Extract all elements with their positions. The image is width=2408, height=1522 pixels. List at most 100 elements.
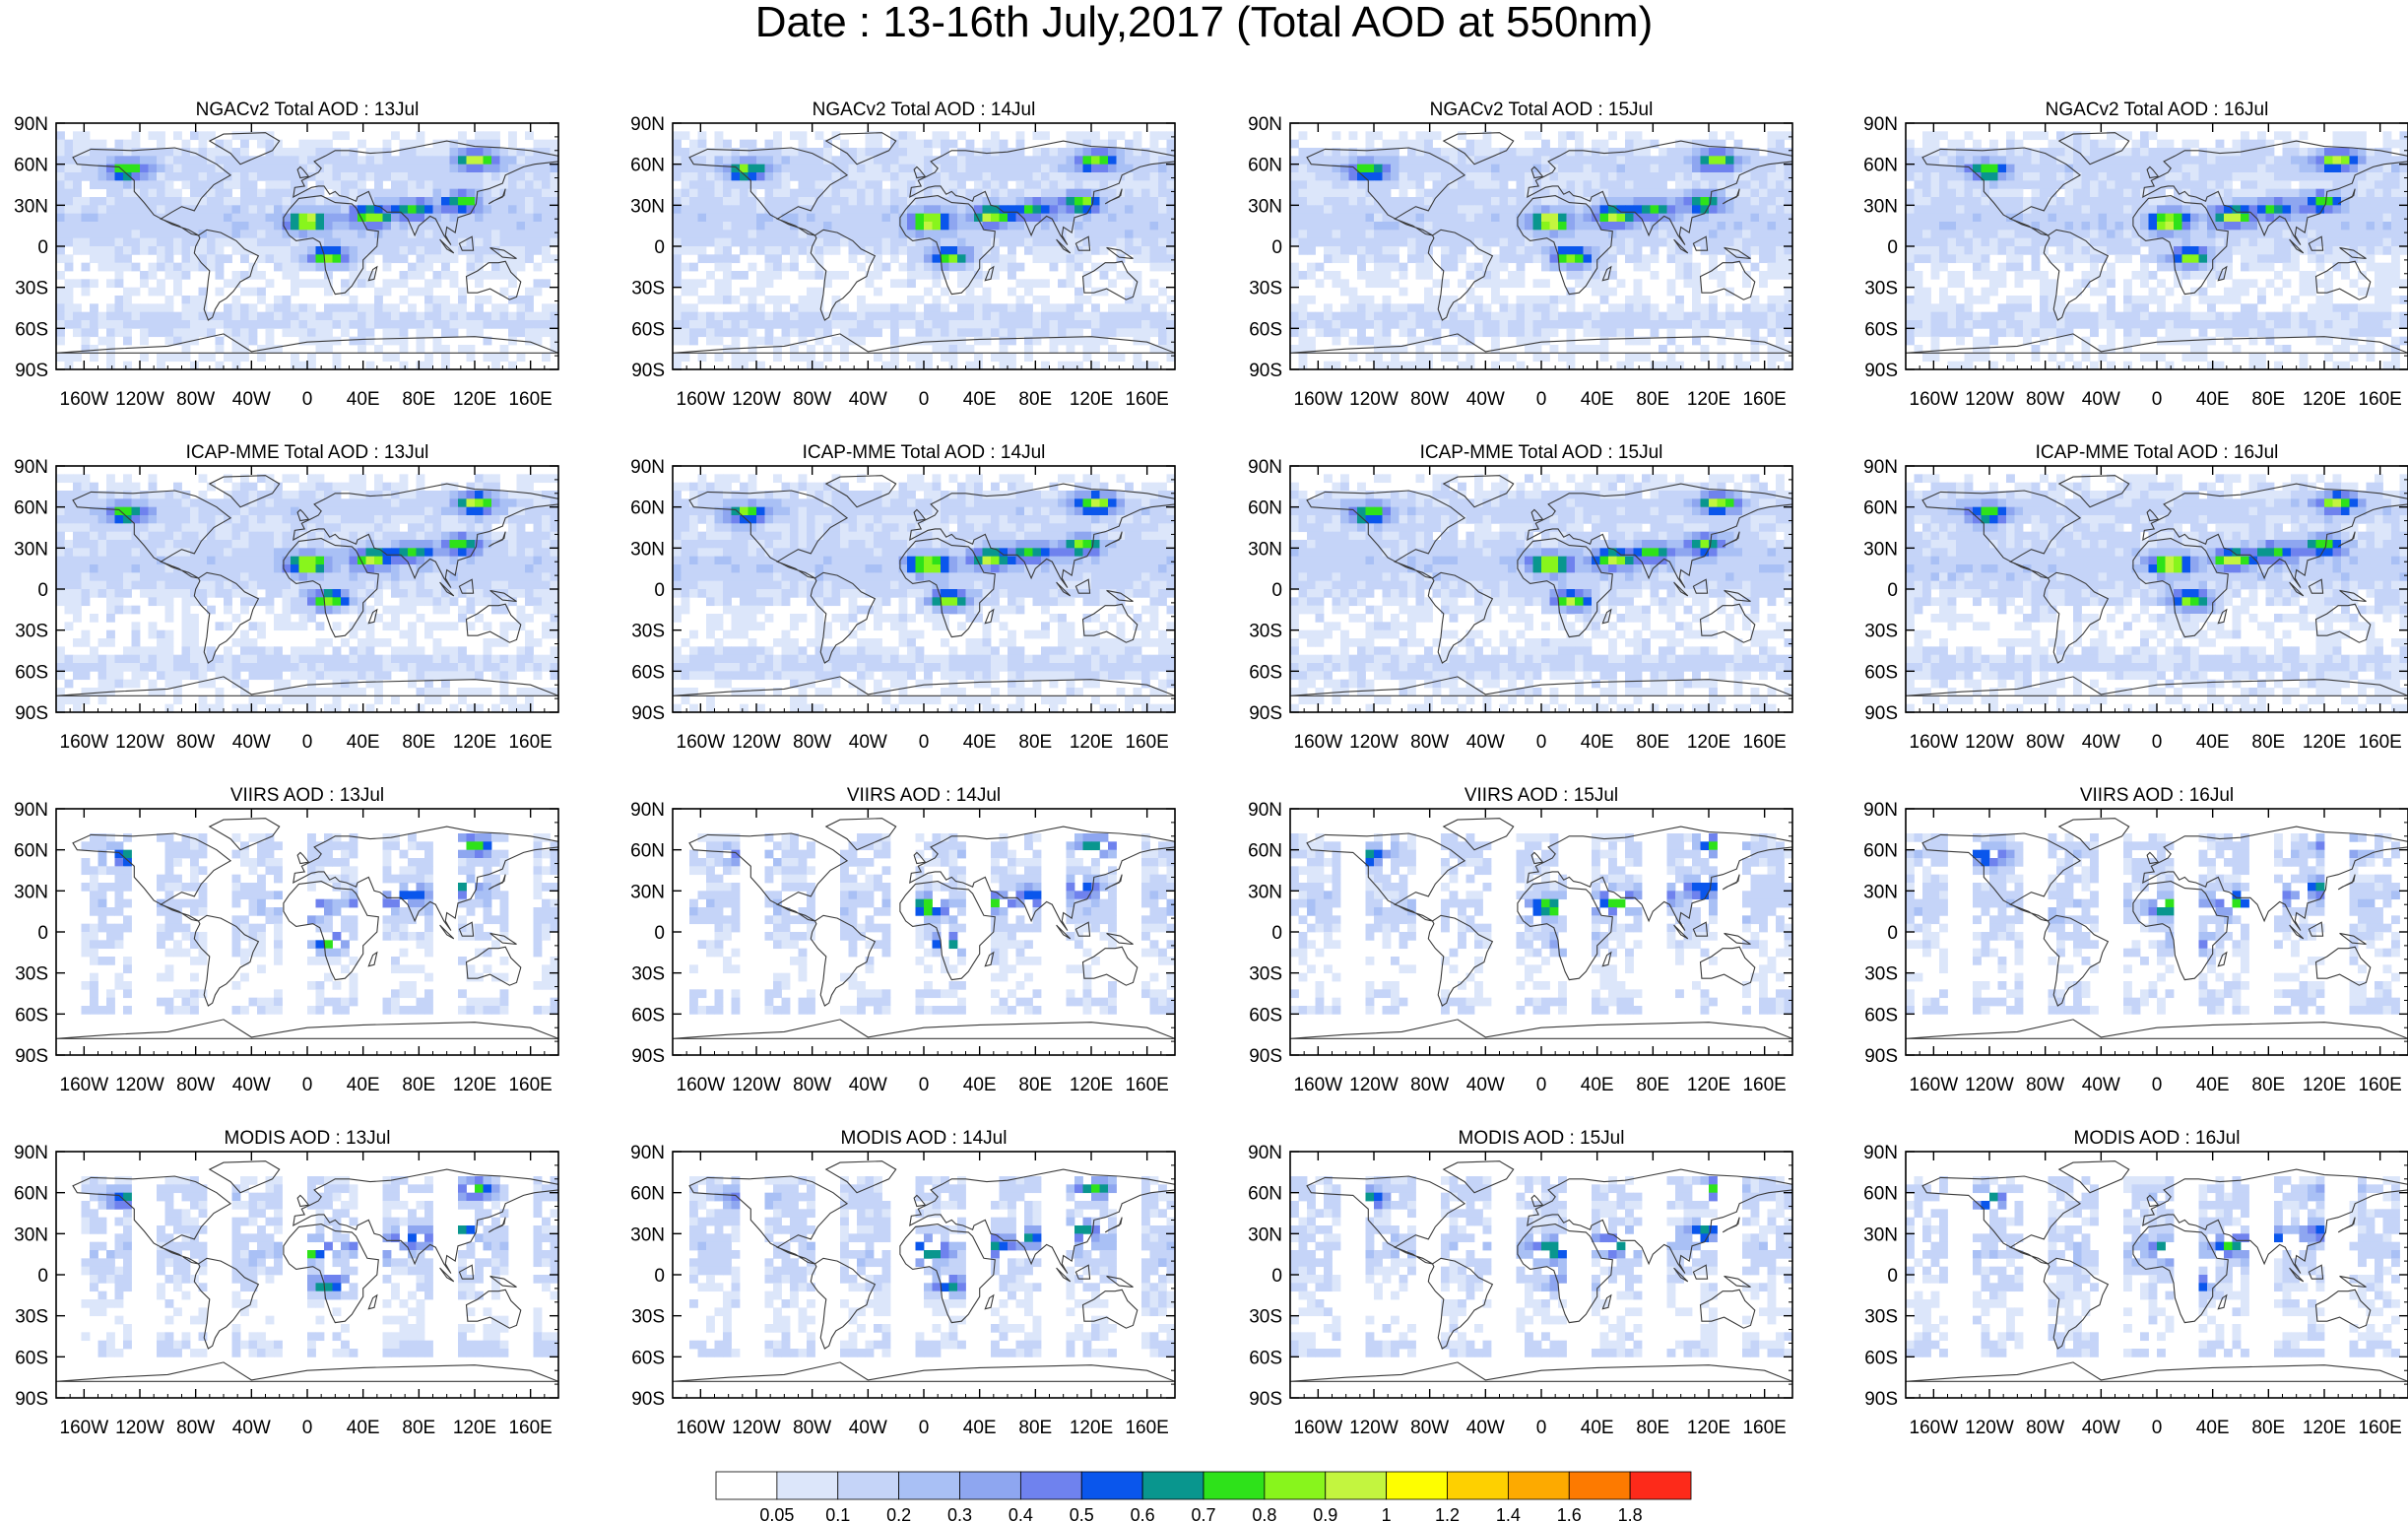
aod-cell [542,254,551,264]
aod-cell [1465,271,1475,280]
aod-cell [1066,148,1075,157]
aod-cell [764,188,774,198]
aod-cell [2064,172,2074,181]
aod-cell [1650,320,1660,329]
aod-cell [1374,246,1383,255]
aod-cell [1015,262,1025,272]
aod-cell [840,353,849,363]
aod-cell [215,139,225,149]
aod-cell [814,311,824,321]
aod-cell [449,205,459,215]
aod-cell [1784,328,1792,338]
aod-cell [1374,131,1383,141]
aod-cell [1391,311,1399,321]
aod-cell [1158,311,1167,321]
aod-cell [957,246,966,255]
aod-cell [458,148,467,157]
aod-cell [1989,156,1998,165]
aod-cell [907,311,916,321]
aod-cell [525,254,534,264]
aod-cell [1125,180,1134,190]
aod-cell [374,205,383,215]
aod-cell [1659,188,1667,198]
aod-cell [432,271,442,280]
aod-cell [1324,230,1333,239]
aod-cell [224,164,232,173]
aod-cell [2299,205,2309,215]
aod-cell [516,254,526,264]
aod-cell [697,213,707,223]
aod-cell [1608,205,1617,215]
aod-cell [1008,188,1016,198]
aod-cell [2098,205,2108,215]
aod-cell [697,254,707,264]
aod-cell [1491,320,1500,329]
aod-cell [1058,197,1067,206]
aod-cell [1666,222,1676,231]
aod-cell [2382,131,2392,141]
aod-cell [1066,254,1075,264]
aod-cell [231,296,241,304]
aod-cell [948,361,958,369]
aod-cell [706,164,715,173]
aod-cell [840,188,849,198]
aod-cell [948,205,958,215]
aod-cell [298,230,308,239]
aod-cell [1508,197,1517,206]
aod-cell [1133,246,1142,255]
aod-cell [2006,172,2015,181]
aod-cell [2224,164,2233,173]
aod-cell [764,222,774,231]
aod-cell [349,320,358,329]
aod-cell [1290,271,1299,280]
aod-cell [1549,296,1559,304]
aod-cell [315,262,325,272]
aod-cell [499,254,509,264]
aod-cell [1465,180,1475,190]
aod-cell [2358,131,2367,141]
aod-cell [1683,279,1693,289]
aod-cell [1315,311,1325,321]
aod-cell [1914,222,1923,231]
aod-cell [1458,320,1466,329]
aod-cell [231,180,241,190]
aod-cell [948,320,958,329]
aod-cell [915,311,925,321]
aod-cell [1015,237,1025,247]
aod-cell [874,131,882,141]
aod-cell [416,336,425,346]
aod-cell [1008,320,1016,329]
aod-cell [1499,353,1509,363]
aod-cell [2291,164,2300,173]
aod-cell [1558,230,1567,239]
aod-cell [773,164,782,173]
aod-cell [1415,197,1425,206]
aod-cell [714,156,724,165]
aod-cell [1032,197,1042,206]
aod-cell [315,222,325,231]
aod-cell [1499,213,1509,223]
aod-cell [282,271,292,280]
aod-cell [898,246,908,255]
aod-cell [2131,148,2141,157]
aod-cell [1608,262,1617,272]
aod-cell [1625,336,1634,346]
aod-cell [991,156,1000,165]
aod-cell [831,246,841,255]
aod-cell [681,188,690,198]
aod-cell [2081,131,2091,141]
aod-cell [999,230,1009,239]
aod-cell [449,213,459,223]
aod-cell [807,237,815,247]
aod-cell [1733,172,1743,181]
aod-cell [1008,262,1016,272]
aod-cell [2098,222,2108,231]
aod-cell [164,271,174,280]
aod-cell [131,246,141,255]
aod-cell [207,222,216,231]
aod-cell [90,328,98,338]
aod-cell [56,311,65,321]
aod-cell [483,156,492,165]
aod-cell [2006,131,2015,141]
aod-cell [1666,148,1676,157]
